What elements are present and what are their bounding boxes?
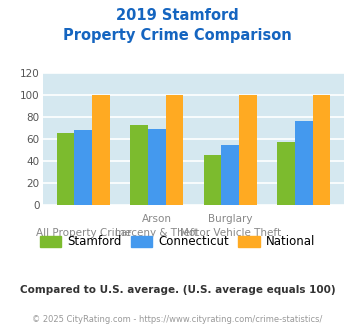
Bar bbox=[92, 95, 110, 205]
Bar bbox=[56, 133, 74, 205]
Bar bbox=[165, 95, 183, 205]
Bar bbox=[222, 145, 239, 205]
Bar bbox=[295, 121, 313, 205]
Bar bbox=[204, 155, 222, 205]
Bar bbox=[313, 95, 331, 205]
Bar bbox=[148, 129, 165, 205]
Legend: Stamford, Connecticut, National: Stamford, Connecticut, National bbox=[36, 231, 320, 253]
Text: Arson: Arson bbox=[142, 214, 172, 224]
Text: Compared to U.S. average. (U.S. average equals 100): Compared to U.S. average. (U.S. average … bbox=[20, 285, 335, 295]
Bar bbox=[74, 130, 92, 205]
Text: All Property Crime: All Property Crime bbox=[36, 228, 131, 238]
Text: © 2025 CityRating.com - https://www.cityrating.com/crime-statistics/: © 2025 CityRating.com - https://www.city… bbox=[32, 315, 323, 324]
Text: 2019 Stamford: 2019 Stamford bbox=[116, 8, 239, 23]
Text: Motor Vehicle Theft: Motor Vehicle Theft bbox=[180, 228, 281, 238]
Bar bbox=[130, 125, 148, 205]
Bar bbox=[277, 142, 295, 205]
Text: Burglary: Burglary bbox=[208, 214, 252, 224]
Text: Property Crime Comparison: Property Crime Comparison bbox=[63, 28, 292, 43]
Bar bbox=[239, 95, 257, 205]
Text: Larceny & Theft: Larceny & Theft bbox=[115, 228, 198, 238]
